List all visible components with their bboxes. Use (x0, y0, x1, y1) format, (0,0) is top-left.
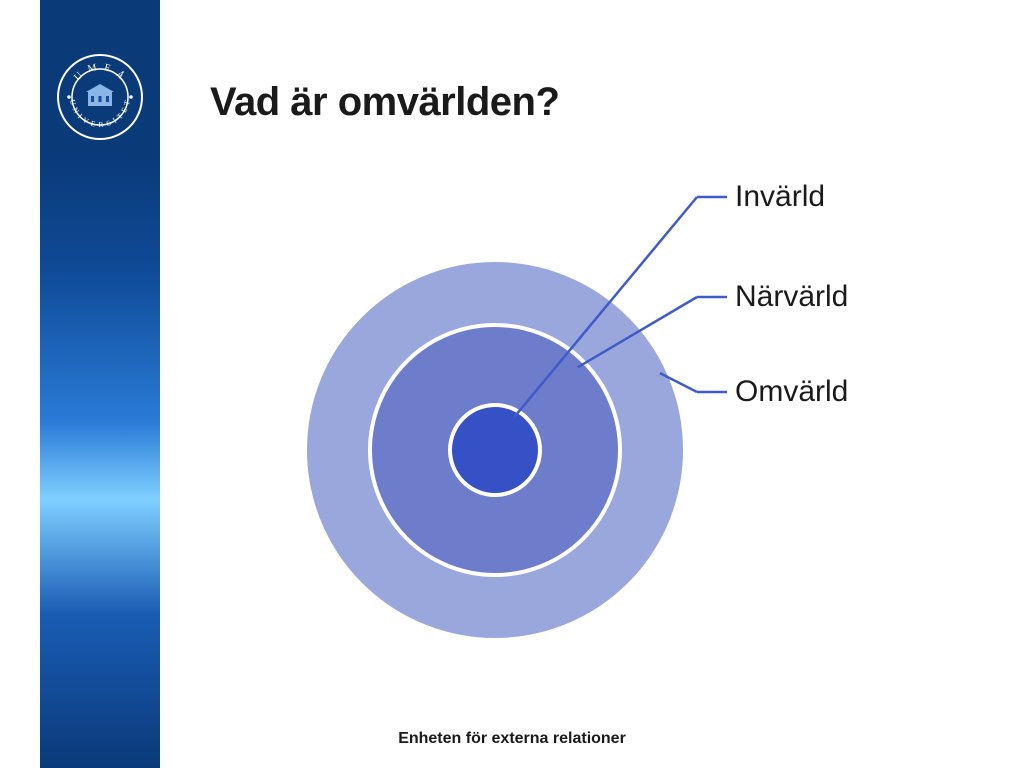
label-omvarld: Omvärld (735, 375, 848, 409)
slide-title: Vad är omvärlden? (210, 80, 559, 125)
label-narvarld: Närvärld (735, 280, 848, 314)
concentric-diagram: Invärld Närvärld Omvärld (210, 150, 1010, 710)
svg-text:U M E Å: U M E Å (72, 62, 128, 83)
slide-footer: Enheten för externa relationer (0, 730, 1024, 748)
label-invarld: Invärld (735, 180, 825, 214)
university-logo: U M E Å U N I V E R S I T E T (55, 52, 145, 142)
